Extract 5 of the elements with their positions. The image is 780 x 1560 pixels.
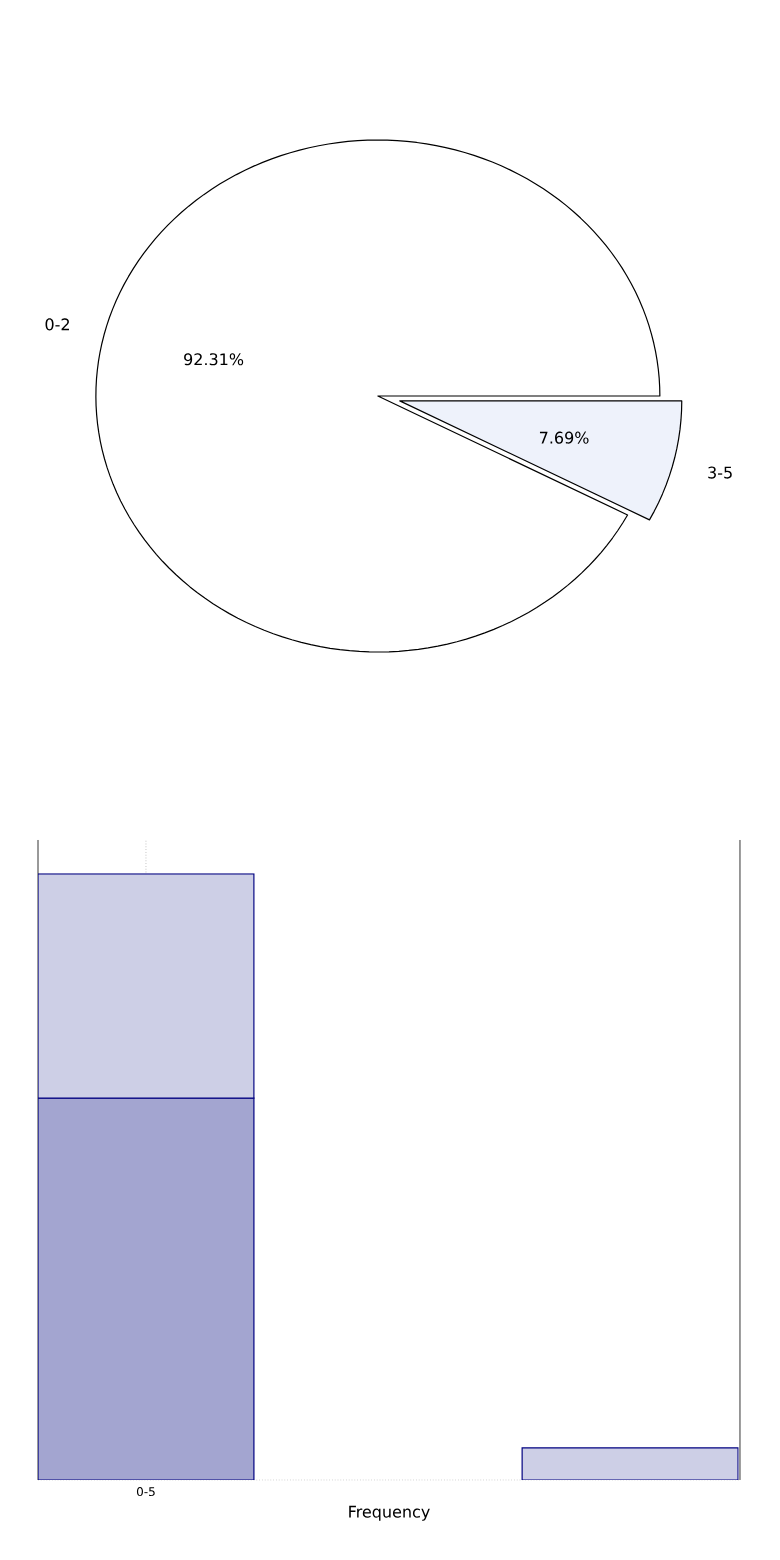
data-label: 7.69% [539,431,589,444]
data-label: 92.31% [184,353,244,366]
slice-label: 0-2 [45,318,69,331]
x-axis-title: Frequency [349,1505,430,1521]
slice-label: 3-5 [708,466,732,479]
